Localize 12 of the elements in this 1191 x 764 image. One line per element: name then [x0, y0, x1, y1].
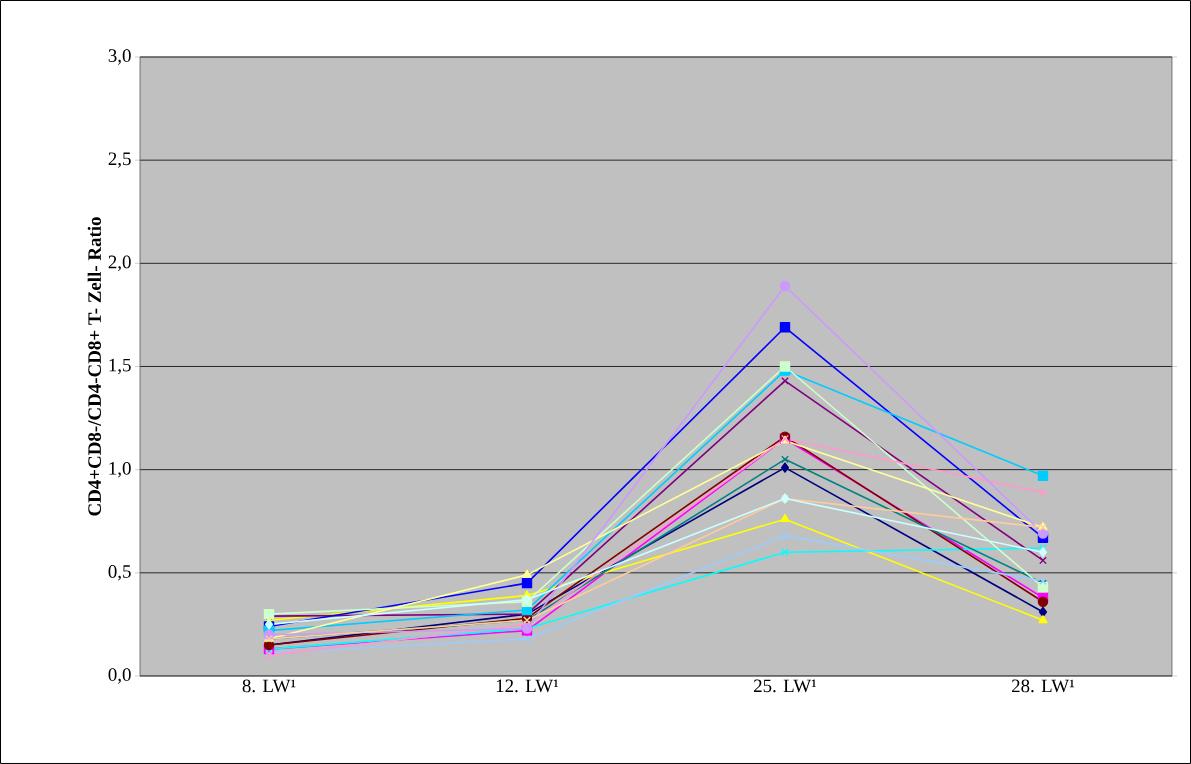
y-tick-label: 3,0 [108, 49, 131, 65]
y-tick-label: 1,0 [109, 461, 131, 478]
x-tick-label: 12. LW¹ [496, 679, 559, 693]
y-tick-label: 2,0 [108, 255, 131, 272]
y-tick-label: 1,5 [109, 358, 131, 375]
y-tick-label: 0,0 [108, 668, 131, 684]
x-tick-label: 28. LW¹ [1011, 679, 1075, 693]
y-axis-title: CD4+CD8-/CD4-CD8+ T- Zell- Ratio [87, 217, 101, 516]
x-tick-label: 8. LW¹ [242, 679, 296, 693]
y-tick-label: 0,5 [108, 565, 131, 581]
x-tick-label: 25. LW¹ [753, 679, 817, 693]
y-tick-label: 2,5 [108, 152, 131, 168]
